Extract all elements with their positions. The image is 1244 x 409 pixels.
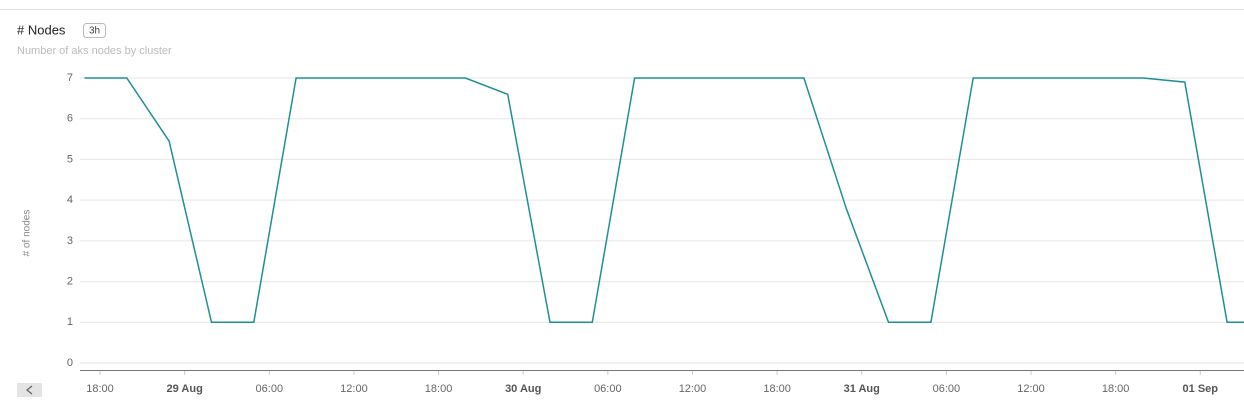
y-tick-label: 5: [67, 153, 73, 165]
x-tick-label: 12:00: [340, 383, 368, 395]
x-tick-label: 06:00: [933, 383, 961, 395]
x-tick-label: 06:00: [256, 383, 284, 395]
x-tick-label: 12:00: [679, 383, 707, 395]
badge[interactable]: 3h: [89, 26, 100, 37]
series-line: [84, 77, 1244, 324]
x-tick-label: 18:00: [425, 383, 453, 395]
badge-box[interactable]: [83, 23, 106, 38]
y-tick-label: 7: [67, 72, 73, 84]
y-tick-label: 6: [67, 113, 73, 125]
y-tick-label: 1: [67, 316, 73, 328]
y-tick-label: 2: [67, 275, 73, 287]
scroll-left-icon[interactable]: [25, 385, 33, 395]
chart-title: # Nodes: [17, 22, 66, 37]
chart-subtitle: Number of aks nodes by cluster: [17, 45, 172, 57]
x-tick-label: 29 Aug: [167, 383, 203, 395]
y-tick-label: 3: [67, 235, 73, 247]
x-tick-label: 18:00: [763, 383, 791, 395]
scroll-left[interactable]: [17, 383, 42, 397]
y-tick-label: 0: [67, 357, 73, 369]
x-tick-label: 01 Sep: [1183, 383, 1219, 395]
x-tick-label: 18:00: [1102, 383, 1130, 395]
x-tick-label: 30 Aug: [505, 383, 541, 395]
x-tick-label: 12:00: [1017, 383, 1045, 395]
y-tick-label: 4: [67, 194, 73, 206]
y-axis-label: # of nodes: [22, 210, 33, 257]
x-tick-label: 06:00: [594, 383, 622, 395]
x-tick-label: 18:00: [86, 383, 114, 395]
x-tick-label: 31 Aug: [844, 383, 880, 395]
